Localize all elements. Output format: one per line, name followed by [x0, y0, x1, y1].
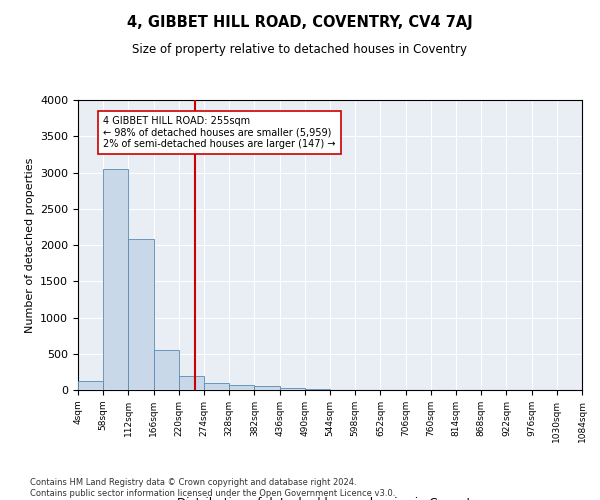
Bar	[128, 239, 154, 390]
X-axis label: Distribution of detached houses by size in Coventry: Distribution of detached houses by size …	[177, 498, 483, 500]
Bar	[254, 386, 280, 390]
Text: Contains HM Land Registry data © Crown copyright and database right 2024.
Contai: Contains HM Land Registry data © Crown c…	[30, 478, 395, 498]
Bar	[154, 350, 179, 390]
Text: 4, GIBBET HILL ROAD, COVENTRY, CV4 7AJ: 4, GIBBET HILL ROAD, COVENTRY, CV4 7AJ	[127, 15, 473, 30]
Bar	[78, 380, 103, 390]
Text: 4 GIBBET HILL ROAD: 255sqm
← 98% of detached houses are smaller (5,959)
2% of se: 4 GIBBET HILL ROAD: 255sqm ← 98% of deta…	[103, 116, 336, 149]
Y-axis label: Number of detached properties: Number of detached properties	[25, 158, 35, 332]
Text: Size of property relative to detached houses in Coventry: Size of property relative to detached ho…	[133, 42, 467, 56]
Bar	[229, 385, 254, 390]
Bar	[179, 376, 204, 390]
Bar	[280, 388, 305, 390]
Bar	[204, 384, 229, 390]
Bar	[103, 169, 128, 390]
